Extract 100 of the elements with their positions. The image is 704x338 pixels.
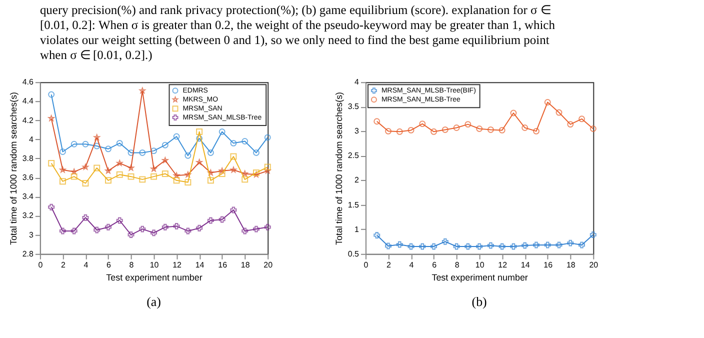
point bbox=[453, 243, 460, 250]
point bbox=[184, 179, 192, 186]
x-tick-label: 18 bbox=[566, 260, 576, 270]
point bbox=[218, 170, 226, 177]
point bbox=[94, 142, 100, 150]
point bbox=[196, 224, 203, 232]
point bbox=[207, 217, 214, 224]
x-axis-title: Test experiment number bbox=[432, 272, 528, 282]
x-tick-label: 0 bbox=[38, 260, 44, 270]
x-tick-label: 8 bbox=[129, 260, 134, 270]
point bbox=[578, 242, 586, 248]
point bbox=[544, 98, 551, 106]
point bbox=[419, 243, 426, 250]
point bbox=[173, 172, 180, 178]
point bbox=[94, 226, 100, 234]
point bbox=[408, 126, 414, 134]
point bbox=[105, 146, 112, 152]
y-tick-label: 2.5 bbox=[348, 151, 360, 160]
point bbox=[408, 243, 414, 250]
y-tick-label: 3.6 bbox=[22, 173, 34, 182]
point bbox=[230, 153, 237, 160]
y-tick-label: 3.2 bbox=[22, 211, 34, 220]
point bbox=[82, 180, 89, 186]
point bbox=[430, 128, 438, 135]
point bbox=[173, 133, 180, 140]
point bbox=[264, 224, 271, 230]
point bbox=[207, 149, 214, 156]
x-tick-label: 10 bbox=[475, 260, 485, 270]
point bbox=[82, 140, 89, 148]
point bbox=[218, 216, 226, 223]
point bbox=[442, 238, 448, 245]
x-tick-label: 16 bbox=[544, 260, 554, 270]
point bbox=[116, 171, 123, 178]
y-tick-label: 4.4 bbox=[22, 96, 34, 106]
point bbox=[464, 243, 472, 250]
point bbox=[253, 149, 260, 156]
y-tick-label: 4.6 bbox=[22, 78, 34, 87]
point bbox=[510, 110, 517, 116]
point bbox=[385, 242, 392, 250]
point bbox=[442, 126, 448, 133]
x-tick-label: 6 bbox=[432, 260, 438, 270]
point bbox=[162, 142, 168, 148]
point bbox=[522, 124, 528, 131]
point bbox=[70, 173, 78, 180]
point bbox=[139, 149, 146, 156]
y-tick-label: 1.5 bbox=[348, 200, 360, 210]
point bbox=[464, 121, 472, 128]
point bbox=[59, 178, 66, 185]
x-tick-label: 2 bbox=[60, 260, 66, 270]
x-tick-label: 12 bbox=[498, 260, 508, 270]
x-tick-label: 8 bbox=[454, 260, 460, 270]
point bbox=[487, 126, 494, 133]
point bbox=[522, 242, 528, 249]
point bbox=[567, 240, 574, 246]
x-tick-label: 6 bbox=[106, 260, 112, 270]
point bbox=[374, 232, 380, 238]
point bbox=[48, 204, 55, 210]
point bbox=[242, 138, 248, 144]
point bbox=[385, 128, 392, 134]
point bbox=[218, 168, 226, 174]
point bbox=[230, 166, 237, 173]
point bbox=[476, 125, 483, 132]
point bbox=[184, 152, 192, 159]
x-tick-label: 10 bbox=[150, 260, 160, 270]
text: query precision(%) and rank privacy protection(%); (b) game equilibrium (score). explanation for σ ∈ [0.01, 0.2]: When σ is greater than 0.2, the weight of the pseudo-keyword may be greater than 1, which violates our weight setting (between 0 and 1), so we only need to find the best game equilibrium point when σ ∈ [0.01, 0.2].) bbox=[40, 3, 556, 62]
point bbox=[533, 128, 540, 134]
x-tick-label: 14 bbox=[195, 260, 205, 270]
point bbox=[510, 243, 517, 250]
point bbox=[430, 243, 438, 250]
point bbox=[544, 242, 551, 248]
point bbox=[162, 170, 168, 177]
point bbox=[128, 149, 134, 156]
point bbox=[82, 214, 89, 221]
point bbox=[116, 217, 123, 224]
y-tick-label: 4.2 bbox=[22, 116, 34, 125]
x-tick-label: 0 bbox=[364, 260, 369, 270]
point bbox=[116, 140, 123, 146]
point bbox=[150, 173, 158, 180]
y-tick-label: 3.8 bbox=[22, 154, 34, 163]
point bbox=[230, 206, 237, 214]
point bbox=[128, 164, 134, 171]
point bbox=[59, 148, 66, 155]
point bbox=[184, 228, 192, 234]
y-axis-title: Total time of 1000 random searches(s) bbox=[334, 92, 344, 246]
point bbox=[567, 121, 574, 128]
point bbox=[396, 241, 403, 248]
point bbox=[162, 224, 168, 230]
point bbox=[498, 126, 506, 134]
point bbox=[128, 173, 134, 180]
y-tick-label: 2 bbox=[354, 176, 360, 185]
point bbox=[70, 140, 78, 148]
x-tick-label: 4 bbox=[84, 260, 89, 270]
point bbox=[207, 177, 214, 184]
point bbox=[453, 124, 460, 131]
y-tick-label: 3.4 bbox=[22, 192, 34, 202]
y-tick-label: 3.5 bbox=[348, 102, 360, 112]
point bbox=[253, 226, 260, 232]
point bbox=[230, 140, 237, 146]
y-tick-label: 0.5 bbox=[348, 249, 360, 258]
point bbox=[70, 228, 78, 234]
